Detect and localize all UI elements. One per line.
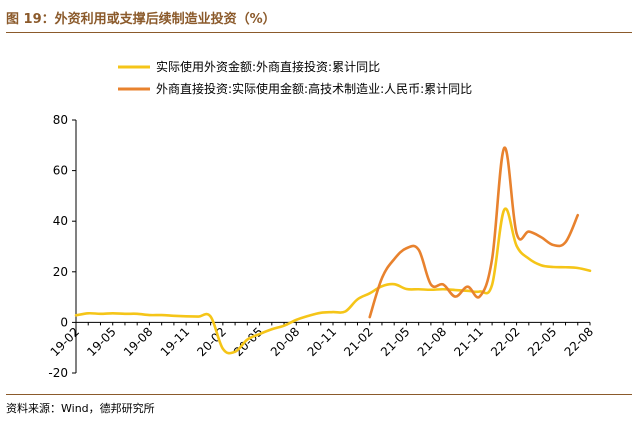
- x-tick-label: 20-05: [231, 325, 266, 360]
- x-tick-label: 22-08: [562, 325, 597, 360]
- source-note: 资料来源：Wind，德邦研究所: [6, 402, 155, 415]
- y-tick-label: 40: [53, 214, 68, 228]
- figure-title: 图 19：外资利用或支撑后续制造业投资（%）: [6, 12, 276, 27]
- series-line-1: [74, 207, 592, 355]
- y-axis: -20 0 20 40 60 80: [48, 113, 77, 380]
- x-tick-label: 20-02: [194, 325, 229, 360]
- x-tick-label: 21-08: [415, 325, 450, 360]
- title-divider: [6, 32, 632, 33]
- series-line-2: [368, 146, 580, 319]
- x-tick-label: 21-11: [451, 325, 486, 360]
- legend-label-2: 外商直接投资:实际使用金额:高技术制造业:人民币:累计同比: [156, 81, 472, 96]
- x-tick-label: 21-02: [341, 325, 376, 360]
- x-tick-label: 19-05: [84, 325, 119, 360]
- series-layer: [74, 146, 592, 355]
- line-chart: 实际使用外资金额:外商直接投资:累计同比外商直接投资:实际使用金额:高技术制造业…: [48, 59, 597, 380]
- x-tick-label: 22-02: [488, 325, 523, 360]
- x-tick-label: 21-05: [378, 325, 413, 360]
- y-tick-label: 80: [53, 113, 68, 127]
- x-tick-label: 19-02: [48, 325, 83, 360]
- chart-legend: 实际使用外资金额:外商直接投资:累计同比外商直接投资:实际使用金额:高技术制造业…: [118, 59, 472, 96]
- x-tick-label: 22-05: [525, 325, 560, 360]
- x-tick-label: 19-08: [121, 325, 156, 360]
- y-tick-label: -20: [48, 366, 68, 380]
- x-axis: 19-02 19-05 19-08 19-11 20-02 20-05 20-08 20-11…: [48, 321, 597, 360]
- y-tick-label: 20: [53, 265, 68, 279]
- y-tick-label: 0: [60, 315, 68, 329]
- x-tick-label: 19-11: [158, 325, 193, 360]
- legend-label-1: 实际使用外资金额:外商直接投资:累计同比: [156, 59, 380, 74]
- footer-divider: [6, 394, 632, 395]
- x-tick-label: 20-11: [305, 325, 340, 360]
- y-tick-label: 60: [53, 164, 68, 178]
